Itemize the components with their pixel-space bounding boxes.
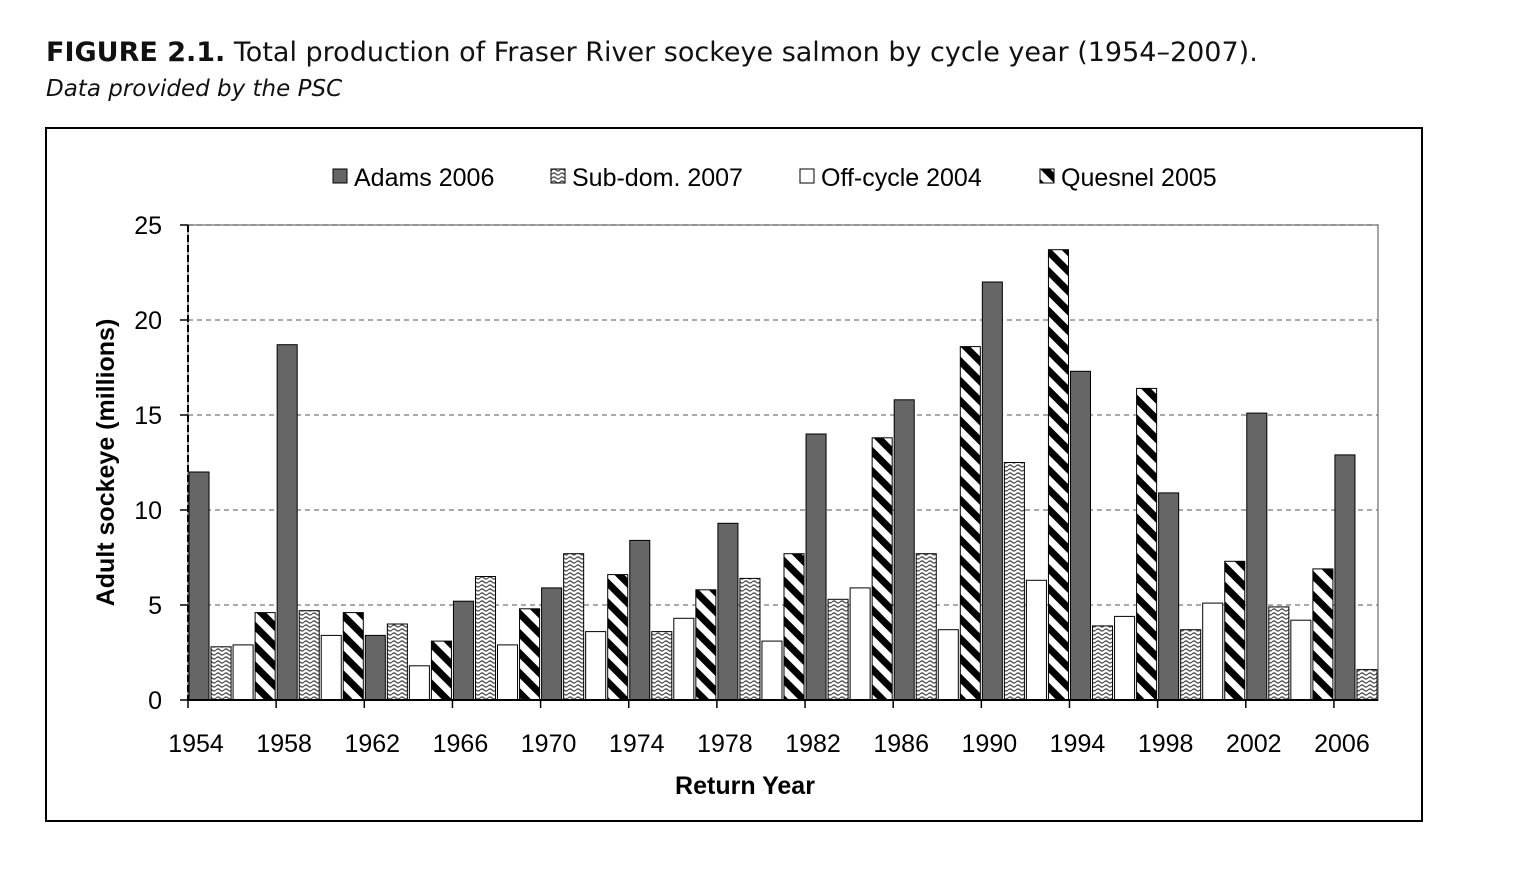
- bar-sub-dom-2007-1963: [386, 623, 408, 701]
- bar-sub-dom-2007-2007: [1356, 669, 1378, 701]
- bar-quesnel-2005-2005: [1312, 568, 1334, 701]
- bar-quesnel-2005-1981: [783, 553, 805, 701]
- legend-label: Adams 2006: [354, 164, 494, 192]
- y-tick-label: 25: [134, 212, 162, 240]
- bar-sub-dom-2007-1999: [1180, 629, 1202, 701]
- x-tick-label: 1982: [785, 730, 841, 758]
- bar-off-cycle-2004-2000: [1202, 602, 1224, 701]
- x-tick-label: 2002: [1226, 730, 1282, 758]
- bar-adams-2006-1990: [981, 281, 1003, 701]
- legend-label: Sub-dom. 2007: [572, 164, 743, 192]
- bar-sub-dom-2007-1995: [1092, 625, 1114, 701]
- bar-adams-2006-1966: [452, 600, 474, 701]
- y-tick-label: 20: [134, 307, 162, 335]
- bar-off-cycle-2004-1984: [849, 587, 871, 701]
- bar-quesnel-2005-1961: [342, 612, 364, 701]
- y-tick-label: 10: [134, 497, 162, 525]
- bar-quesnel-2005-1973: [607, 574, 629, 701]
- bar-quesnel-2005-1969: [519, 608, 541, 701]
- bar-off-cycle-2004-2004: [1290, 619, 1312, 701]
- bar-adams-2006-1978: [717, 522, 739, 701]
- bar-adams-2006-1994: [1069, 370, 1092, 701]
- bar-quesnel-2005-1985: [871, 437, 893, 701]
- bar-off-cycle-2004-1980: [761, 640, 783, 701]
- bar-off-cycle-2004-1972: [585, 631, 607, 701]
- x-tick-label: 1974: [609, 730, 665, 758]
- x-tick-label: 1970: [521, 730, 577, 758]
- bar-off-cycle-2004-1968: [497, 644, 519, 701]
- bar-adams-2006-1986: [893, 399, 915, 701]
- bar-off-cycle-2004-1964: [408, 665, 430, 701]
- legend-swatch: [799, 168, 815, 184]
- bar-quesnel-2005-1965: [430, 640, 452, 701]
- figure-subtitle: Data provided by the PSC: [46, 76, 343, 102]
- x-tick-label: 1986: [873, 730, 929, 758]
- y-tick-label: 5: [148, 592, 162, 620]
- x-tick-label: 1962: [344, 730, 400, 758]
- bar-sub-dom-2007-1987: [915, 553, 937, 701]
- x-tick-label: 1994: [1050, 730, 1106, 758]
- bar-quesnel-2005-1997: [1136, 387, 1158, 701]
- figure-title: Total production of Fraser River sockeye…: [233, 37, 1258, 68]
- y-tick-label: 0: [148, 687, 162, 715]
- bars: [188, 249, 1378, 701]
- bar-off-cycle-2004-1988: [937, 629, 959, 701]
- legend-label: Quesnel 2005: [1061, 164, 1217, 192]
- plot-area: [187, 224, 1379, 701]
- bar-off-cycle-2004-1956: [232, 644, 254, 701]
- x-axis-title: Return Year: [675, 772, 815, 800]
- legend-swatch: [1039, 168, 1055, 184]
- figure-title-line: FIGURE 2.1. Total production of Fraser R…: [46, 34, 1446, 72]
- bar-sub-dom-2007-1983: [827, 598, 849, 701]
- bar-quesnel-2005-2001: [1224, 560, 1246, 701]
- bar-adams-2006-1954: [188, 471, 210, 701]
- y-tick-label: 15: [134, 402, 162, 430]
- bar-off-cycle-2004-1992: [1025, 579, 1047, 701]
- bar-off-cycle-2004-1996: [1114, 615, 1136, 701]
- bar-sub-dom-2007-1979: [739, 577, 761, 701]
- legend: Adams 2006 Sub-dom. 2007 Off-cycle 2004 Que…: [332, 164, 1217, 192]
- bar-sub-dom-2007-2003: [1268, 606, 1290, 701]
- bar-adams-2006-2006: [1334, 454, 1356, 701]
- bar-quesnel-2005-1957: [254, 612, 276, 701]
- bar-adams-2006-1958: [276, 344, 298, 701]
- x-tick-label: 1958: [256, 730, 312, 758]
- x-tick-label: 2006: [1314, 730, 1370, 758]
- axes: 0 5 10 15 20 25 1954 1958 1962 1966 1970 1974 1978 19…: [134, 212, 1378, 758]
- figure-caption: FIGURE 2.1. Total production of Fraser R…: [46, 34, 1446, 106]
- legend-swatch: [332, 168, 348, 184]
- bar-off-cycle-2004-1960: [320, 634, 342, 701]
- x-tick-label: 1978: [697, 730, 753, 758]
- bar-quesnel-2005-1977: [695, 589, 717, 701]
- bar-sub-dom-2007-1971: [563, 553, 585, 701]
- bar-quesnel-2005-1993: [1047, 249, 1069, 701]
- gridlines: [187, 224, 1379, 701]
- bar-adams-2006-1970: [541, 587, 563, 701]
- figure-label: FIGURE 2.1.: [46, 37, 226, 68]
- bar-quesnel-2005-1989: [959, 346, 981, 701]
- bar-adams-2006-1998: [1158, 492, 1180, 701]
- bar-sub-dom-2007-1959: [298, 610, 320, 701]
- x-tick-label: 1998: [1138, 730, 1194, 758]
- x-tick-label: 1966: [433, 730, 489, 758]
- bar-adams-2006-2002: [1246, 412, 1268, 701]
- bar-sub-dom-2007-1967: [474, 576, 497, 701]
- bar-sub-dom-2007-1975: [651, 631, 673, 701]
- bar-adams-2006-1982: [805, 433, 827, 701]
- bar-off-cycle-2004-1976: [673, 617, 695, 701]
- x-tick-label: 1990: [962, 730, 1018, 758]
- bar-sub-dom-2007-1991: [1003, 462, 1025, 701]
- chart-frame: [45, 127, 1423, 822]
- bar-adams-2006-1974: [629, 539, 651, 701]
- x-tick-label: 1954: [168, 730, 224, 758]
- legend-swatch: [550, 168, 566, 184]
- bar-sub-dom-2007-1955: [210, 646, 232, 701]
- y-axis-title: Adult sockeye (millions): [92, 319, 120, 607]
- legend-label: Off-cycle 2004: [821, 164, 982, 192]
- bar-adams-2006-1962: [364, 634, 386, 701]
